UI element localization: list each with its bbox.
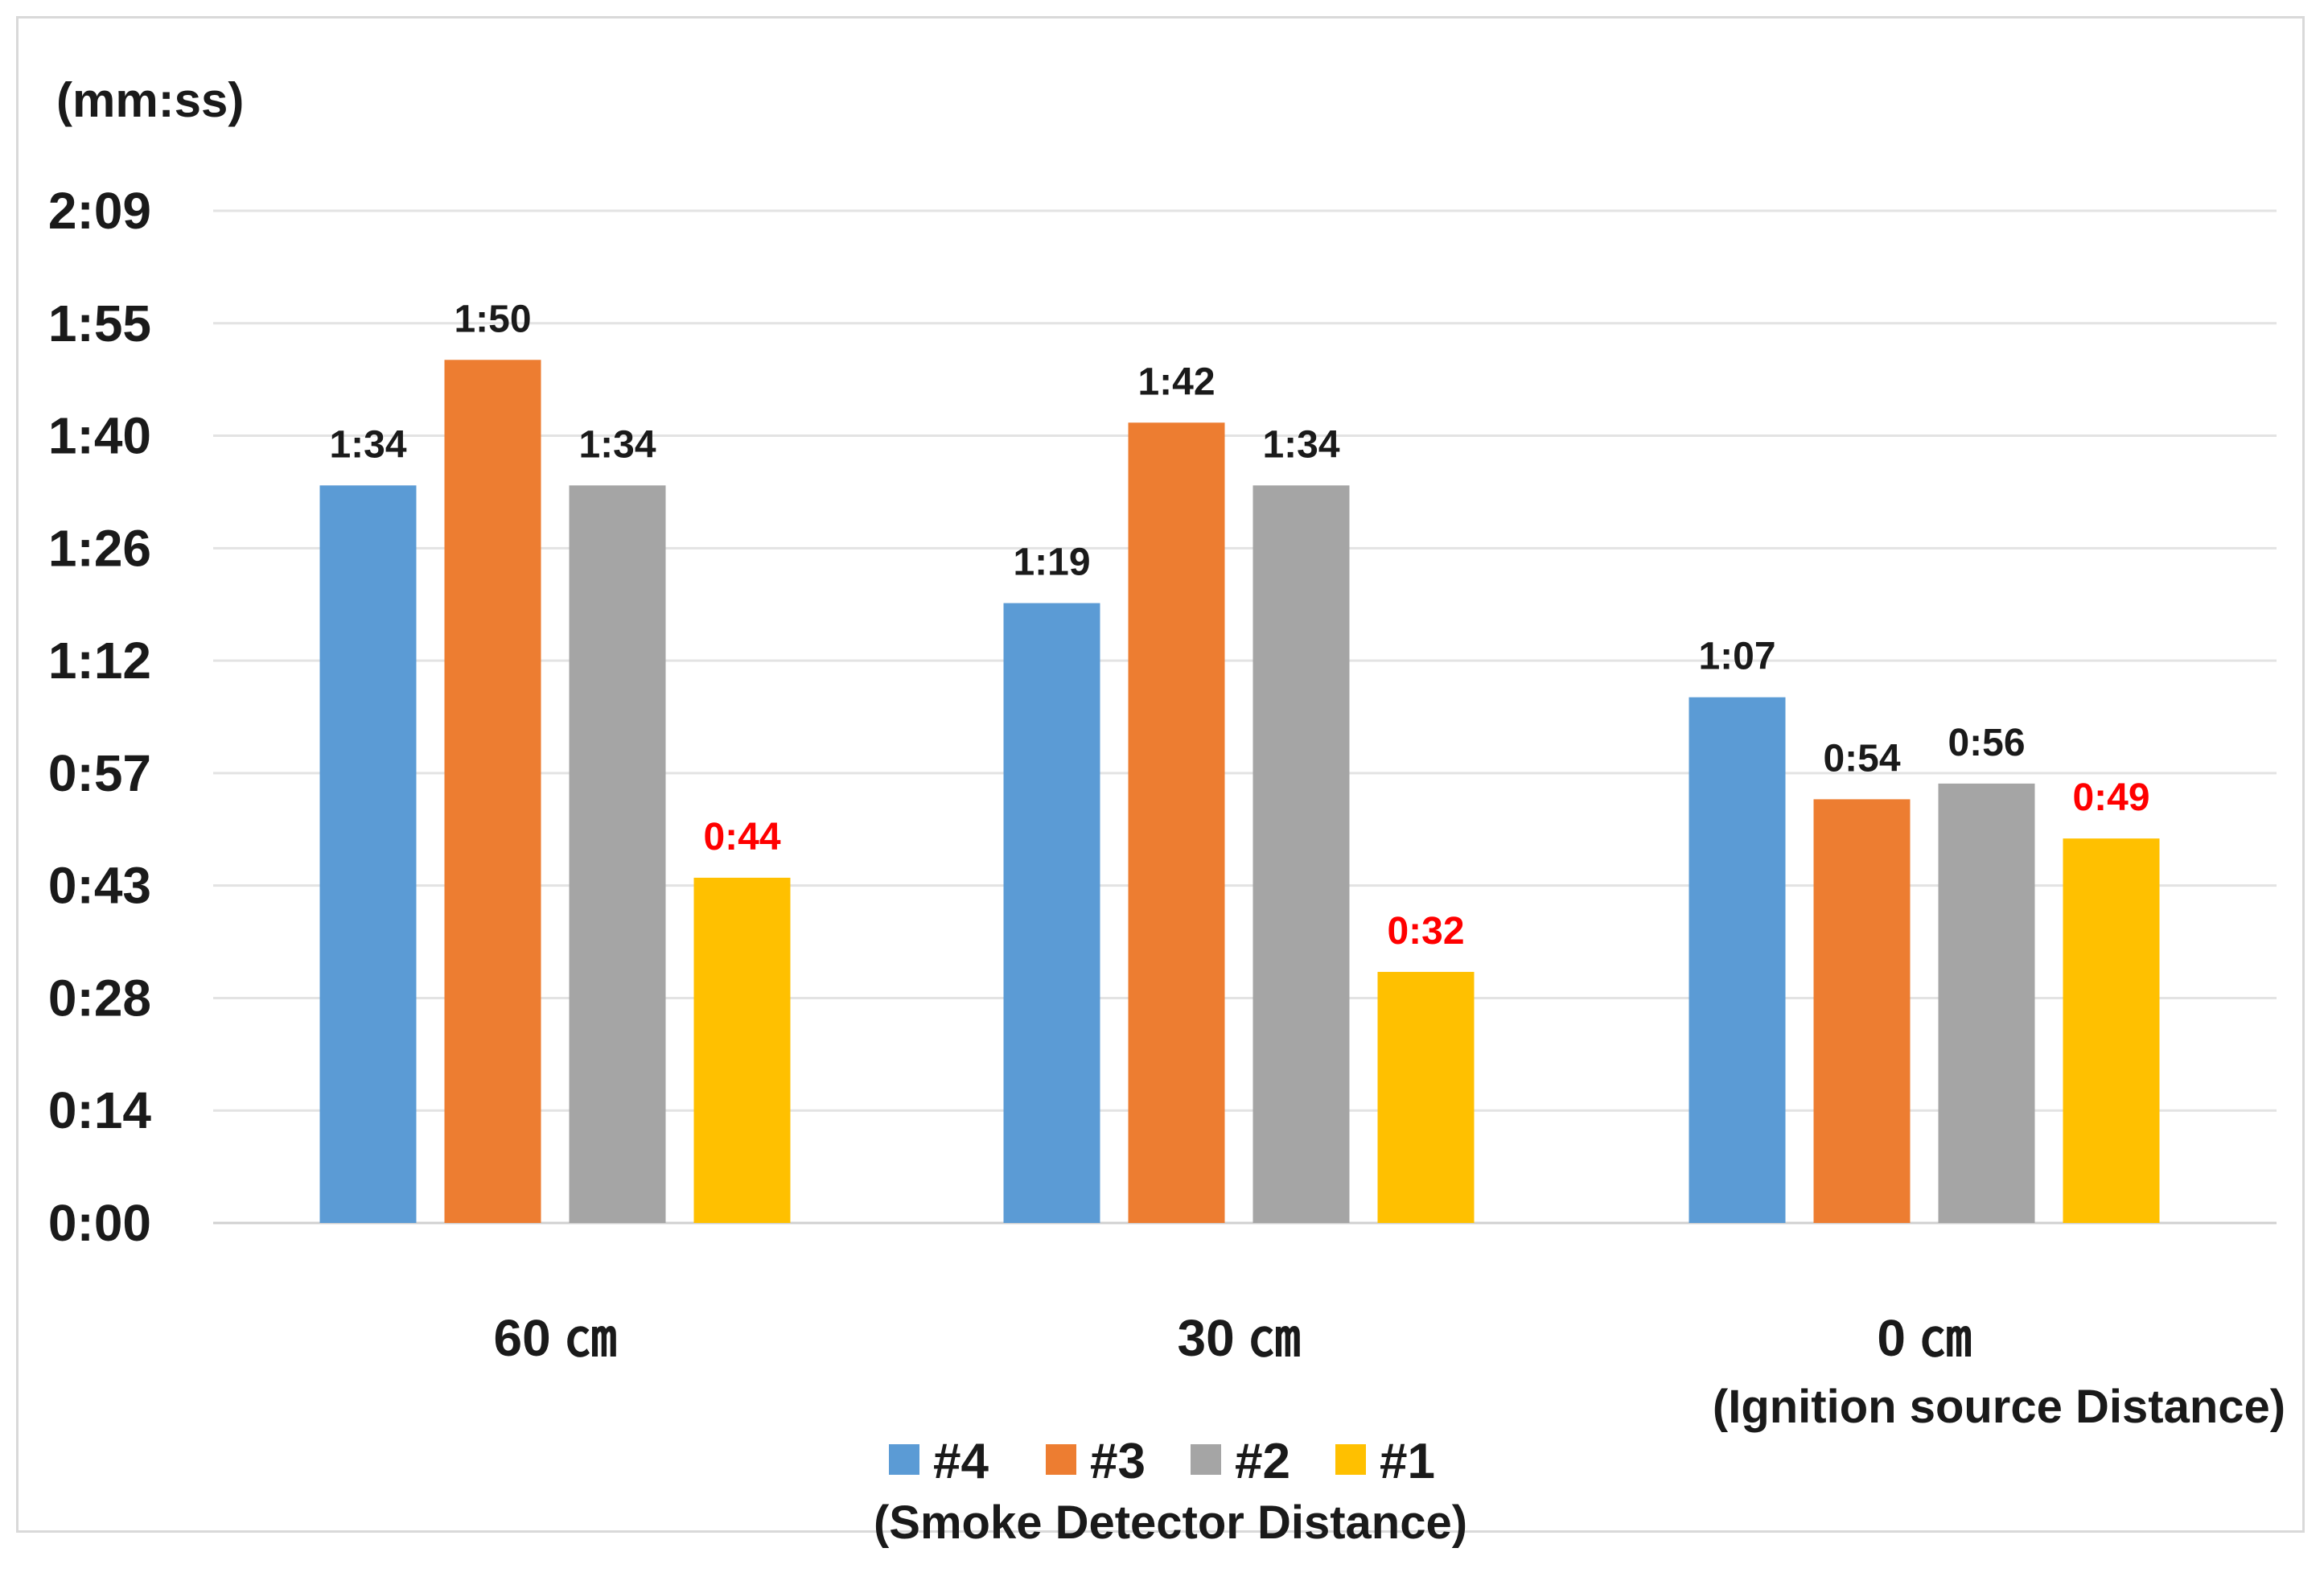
- bar-series2-0: [569, 485, 666, 1223]
- legend-swatch: [1191, 1444, 1221, 1475]
- y-tick-label: 0:14: [48, 1081, 152, 1139]
- bar-series4-1: [1003, 603, 1100, 1223]
- y-axis-ticks: 0:00 0:14 0:28 0:43 0:57 1:12 1:26 1:40 1:55 2:09: [48, 182, 152, 1252]
- y-tick-label: 0:28: [48, 969, 151, 1027]
- data-label: 1:34: [329, 423, 406, 466]
- data-label: 1:42: [1137, 360, 1215, 403]
- bars: [319, 360, 2160, 1223]
- legend-label: #2: [1235, 1434, 1290, 1489]
- x-axis-note: (Ignition source Distance): [1713, 1381, 2285, 1433]
- legend-label: #4: [933, 1434, 989, 1489]
- legend-label: #1: [1380, 1434, 1435, 1489]
- legend-label: #3: [1090, 1434, 1146, 1489]
- data-label: 1:34: [1262, 423, 1339, 466]
- chart-frame: [16, 16, 2305, 1533]
- data-label: 1:07: [1698, 636, 1775, 678]
- y-tick-label: 0:43: [48, 857, 151, 915]
- legend-swatch: [889, 1444, 919, 1475]
- bar-series4-2: [1688, 697, 1786, 1223]
- bar-series3-1: [1128, 422, 1225, 1223]
- gridlines: [213, 209, 2277, 1225]
- data-label: 0:44: [703, 816, 780, 858]
- y-tick-label: 0:57: [48, 744, 151, 802]
- y-axis-unit-label: (mm:ss): [56, 73, 244, 127]
- data-label: 0:56: [1948, 722, 2025, 764]
- bar-series3-2: [1813, 799, 1911, 1223]
- y-tick-label: 1:26: [48, 519, 151, 577]
- legend: #4 #3 #2 #1: [889, 1434, 1435, 1489]
- x-category-label: 60 ㎝: [494, 1309, 617, 1367]
- data-label: 0:32: [1387, 910, 1464, 953]
- legend-item: #3: [1046, 1434, 1146, 1489]
- y-tick-label: 2:09: [48, 182, 151, 240]
- bar-series1-2: [2063, 838, 2160, 1223]
- bar-series1-1: [1377, 971, 1475, 1223]
- bar-series4-0: [319, 485, 417, 1223]
- y-tick-label: 1:40: [48, 407, 151, 465]
- y-tick-label: 1:12: [48, 632, 151, 690]
- data-label: 0:54: [1823, 737, 1900, 780]
- x-category-label: 0 ㎝: [1877, 1309, 1971, 1367]
- legend-item: #2: [1191, 1434, 1290, 1489]
- x-category-label: 30 ㎝: [1178, 1309, 1301, 1367]
- data-label: 1:34: [578, 423, 656, 466]
- legend-item: #1: [1335, 1434, 1435, 1489]
- legend-title: (Smoke Detector Distance): [874, 1497, 1467, 1549]
- bar-series2-2: [1938, 783, 2035, 1223]
- y-tick-label: 1:55: [48, 294, 151, 352]
- y-tick-label: 0:00: [48, 1194, 151, 1252]
- bar-series3-0: [444, 360, 541, 1223]
- x-axis-categories: 60 ㎝ 30 ㎝ 0 ㎝: [494, 1309, 1972, 1367]
- data-label: 0:49: [2072, 776, 2149, 819]
- data-labels: 1:34 1:19 1:07 1:50 1:42 0:54 1:34 1:34 0:56 0:44…: [329, 298, 2149, 953]
- bar-series1-0: [693, 877, 791, 1223]
- legend-swatch: [1046, 1444, 1076, 1475]
- data-label: 1:19: [1013, 541, 1090, 584]
- legend-item: #4: [889, 1434, 989, 1489]
- data-label: 1:50: [454, 298, 531, 340]
- legend-swatch: [1335, 1444, 1366, 1475]
- bar-series2-1: [1252, 485, 1350, 1223]
